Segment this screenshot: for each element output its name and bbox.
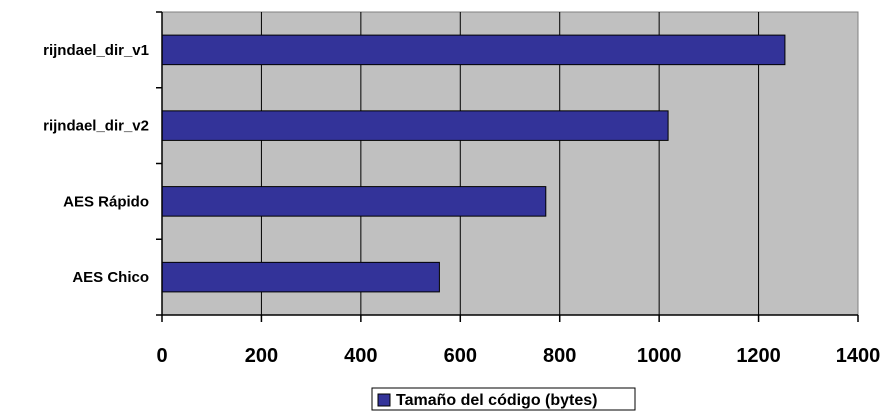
category-labels: rijndael_dir_v1 rijndael_dir_v2 AES Rápido… [43, 42, 149, 286]
x-tick-labels: 0 200 400 600 800 1000 1200 1400 [156, 345, 880, 367]
category-label: rijndael_dir_v1 [43, 42, 149, 59]
category-label: rijndael_dir_v2 [43, 118, 149, 135]
category-label: AES Rápido [63, 193, 149, 210]
x-tick-label: 1200 [736, 345, 781, 367]
category-label: AES Chico [72, 269, 149, 286]
bar [161, 110, 669, 141]
x-tick-label: 0 [156, 345, 167, 367]
x-tick-label: 800 [543, 345, 576, 367]
axes [156, 11, 859, 322]
legend-label: Tamaño del código (bytes) [396, 392, 598, 409]
legend-swatch [377, 393, 391, 407]
x-tick-label: 1400 [836, 345, 881, 367]
x-tick-label: 1000 [637, 345, 682, 367]
bars [161, 34, 786, 293]
bar [161, 34, 786, 66]
legend-box [371, 387, 636, 411]
bar [161, 261, 440, 293]
bar [161, 186, 547, 217]
legend: Tamaño del código (bytes) [371, 387, 636, 411]
x-tick-label: 200 [245, 345, 278, 367]
x-tick-label: 600 [444, 345, 477, 367]
x-tick-label: 400 [344, 345, 377, 367]
